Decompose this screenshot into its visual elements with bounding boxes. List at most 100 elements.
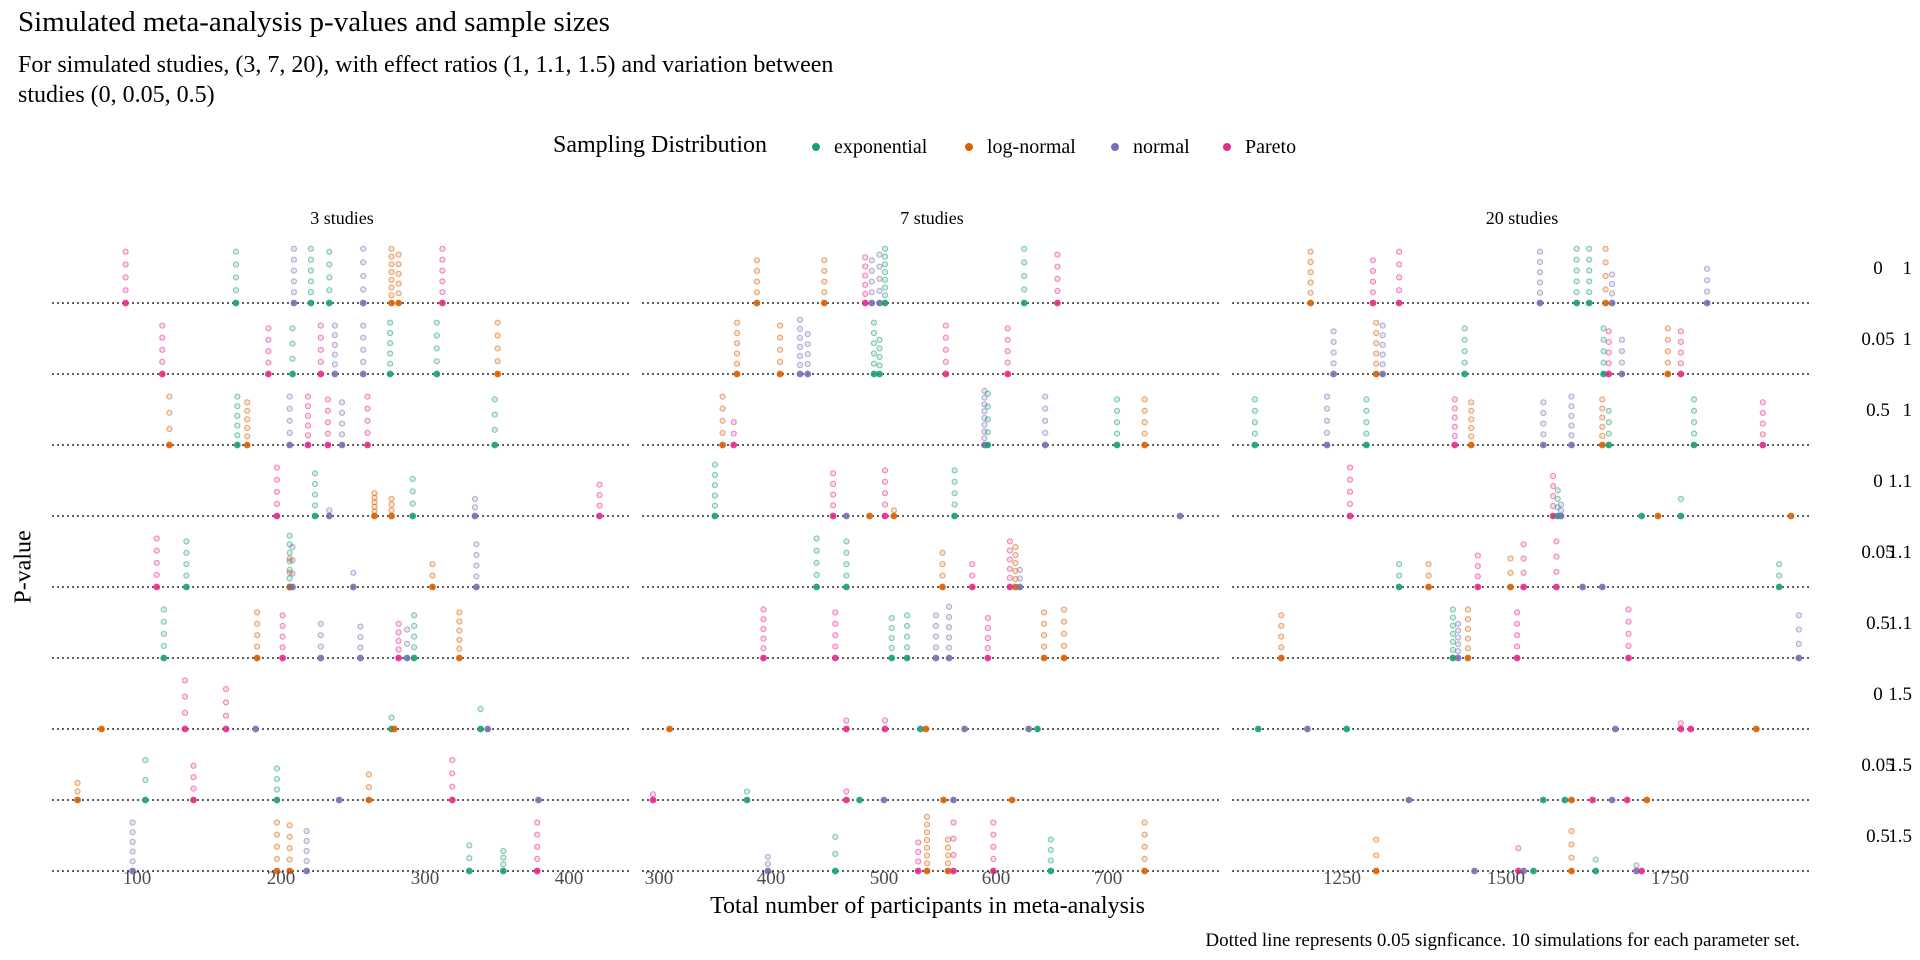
point-normal [303,857,310,865]
point-normal [1330,338,1337,345]
point-normal [1330,360,1337,367]
point-exponential [856,796,863,804]
point-pareto [881,512,889,520]
point-exponential [183,561,190,568]
point-pareto [1474,573,1481,580]
point-pareto [862,290,869,297]
row-strip-variation: 0.5 [1866,613,1890,634]
x-tick-label: 700 [1093,868,1123,889]
row-strip-variation: 0.05 [1861,542,1895,563]
point-log-normal [244,424,251,431]
point-normal [404,626,411,633]
point-normal [473,541,480,548]
point-exponential [326,261,333,268]
point-pareto [190,762,197,769]
point-exponential [409,500,416,507]
point-normal [289,583,296,591]
point-exponential [1638,512,1645,520]
point-normal [338,420,346,427]
point-pareto [181,677,189,684]
point-log-normal [1373,836,1380,843]
point-normal [129,838,136,846]
point-normal [804,370,812,378]
point-exponential [286,575,293,582]
point-pareto [1625,606,1632,613]
point-pareto [1759,409,1766,416]
point-exponential [386,370,394,378]
point-log-normal [944,852,952,859]
point-pareto [364,441,371,449]
legend-item-pareto: Pareto [1223,135,1296,159]
legend-title: Sampling Distribution [553,132,768,158]
point-pareto [760,645,767,652]
point-log-normal [1141,419,1148,426]
point-normal [335,796,343,804]
point-exponential [433,358,440,365]
point-log-normal [1468,416,1475,423]
point-exponential [870,319,878,326]
point-pareto [1054,251,1061,258]
point-log-normal [1599,396,1606,403]
point-normal [1568,422,1575,429]
point-log-normal [733,350,741,357]
point-normal [338,431,346,438]
point-exponential [387,319,394,326]
point-normal [1025,725,1033,733]
point-exponential [876,353,883,360]
point-normal [1323,441,1331,449]
point-normal [535,796,542,804]
point-log-normal [1664,348,1671,355]
legend-label: exponential [834,135,928,158]
row-strip-variation: 0 [1873,258,1883,279]
point-normal [1330,349,1337,356]
point-log-normal [1468,433,1475,440]
row-strip-variation: 0.5 [1866,826,1890,847]
point-pareto [324,419,331,426]
point-exponential [234,432,241,439]
point-normal [317,643,324,650]
point-pareto [265,325,272,332]
point-pareto [1677,360,1685,367]
point-pareto [1687,725,1695,733]
point-log-normal [1425,572,1432,579]
point-log-normal [395,261,402,268]
point-exponential [466,855,473,862]
point-exponential [500,847,507,855]
point-log-normal [456,645,463,653]
legend-key-log-normal [965,143,973,151]
chart-caption: Dotted line represents 0.05 signficance.… [1205,930,1800,951]
point-log-normal [1041,632,1048,639]
point-pareto [395,629,402,636]
point-normal [357,634,364,641]
row-strip-ratio: 1.5 [1888,755,1912,776]
point-pareto [317,322,324,329]
point-normal [1042,417,1049,424]
point-pareto [304,432,312,439]
point-normal [1323,429,1331,436]
point-log-normal [821,278,828,285]
point-log-normal [944,844,952,851]
point-pareto [984,615,991,622]
point-log-normal [776,370,784,378]
point-pareto [730,430,737,437]
point-log-normal [1278,612,1285,619]
point-log-normal [244,399,251,406]
point-exponential [183,572,190,579]
point-exponential [307,256,314,263]
point-normal [1536,289,1544,296]
point-normal [1618,336,1626,343]
point-normal [1042,429,1049,436]
point-normal [473,583,480,591]
point-normal [796,334,804,341]
point-log-normal [429,561,436,568]
point-exponential [870,350,878,357]
point-exponential [813,571,820,579]
point-normal [1557,501,1565,508]
point-exponential [1573,245,1580,252]
point-exponential [888,615,895,622]
point-pareto [1004,325,1011,332]
point-exponential [491,396,498,403]
point-pareto [1514,609,1521,616]
point-exponential [831,867,839,875]
point-normal [1568,441,1575,449]
